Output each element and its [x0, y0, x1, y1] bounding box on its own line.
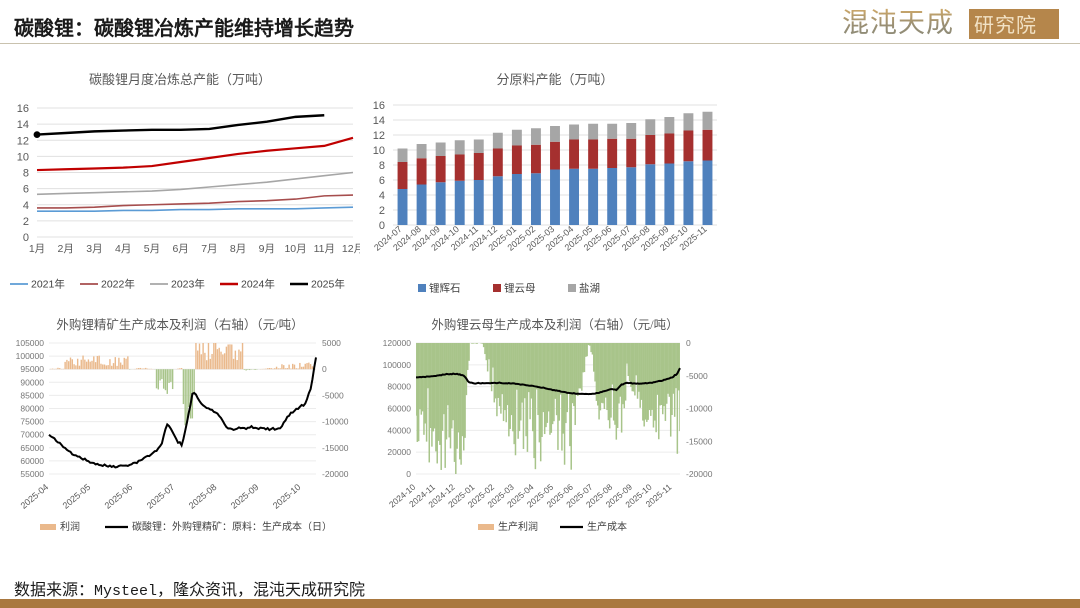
- svg-text:0: 0: [406, 469, 411, 479]
- svg-text:-5000: -5000: [686, 371, 708, 381]
- svg-text:-10000: -10000: [686, 404, 713, 414]
- svg-text:20000: 20000: [387, 447, 411, 457]
- svg-text:60000: 60000: [387, 404, 411, 414]
- svg-text:-15000: -15000: [686, 436, 713, 446]
- svg-text:生产利润: 生产利润: [498, 520, 538, 533]
- svg-text:生产成本: 生产成本: [587, 520, 627, 533]
- svg-text:100000: 100000: [383, 360, 412, 370]
- svg-text:0: 0: [686, 338, 691, 348]
- svg-text:120000: 120000: [383, 338, 412, 348]
- svg-text:-20000: -20000: [686, 469, 713, 479]
- svg-text:80000: 80000: [387, 382, 411, 392]
- svg-text:40000: 40000: [387, 425, 411, 435]
